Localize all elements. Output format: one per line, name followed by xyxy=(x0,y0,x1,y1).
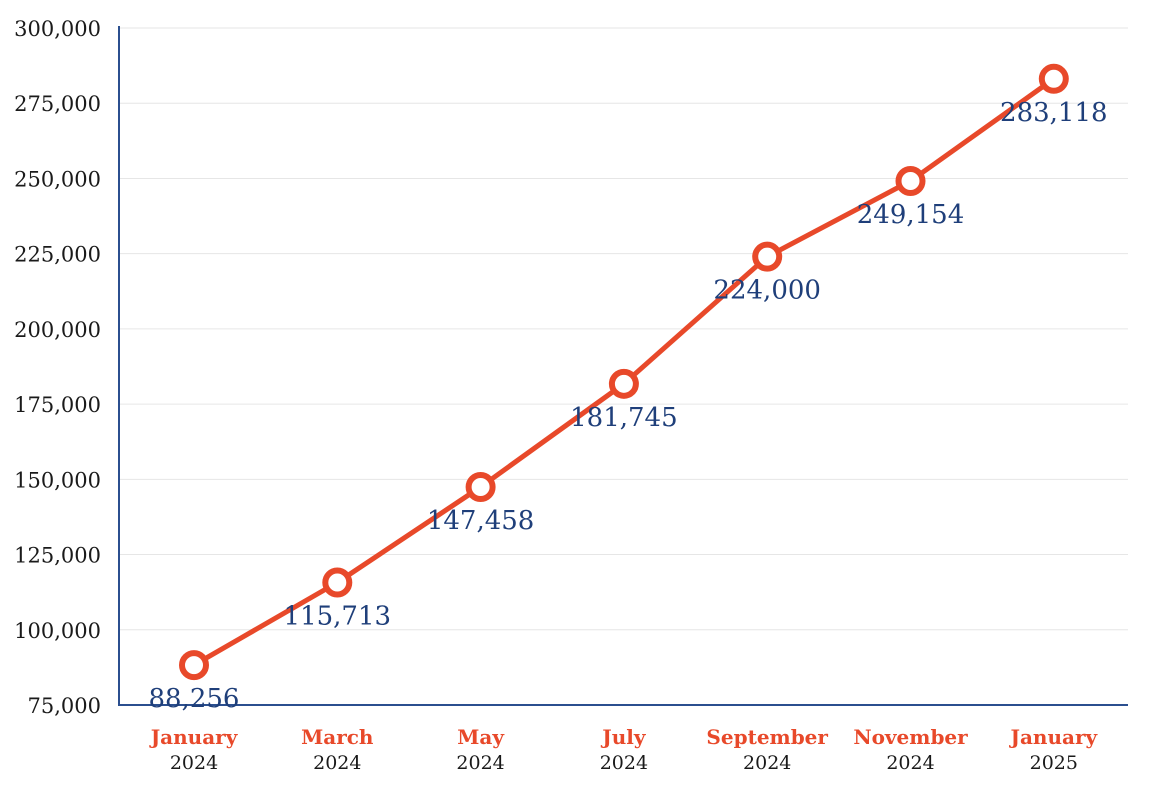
x-tick-year: 2024 xyxy=(170,752,218,774)
data-point xyxy=(752,241,783,272)
x-tick-month: January xyxy=(1008,725,1098,749)
gridlines xyxy=(119,27,1128,631)
x-tick-month: September xyxy=(706,725,828,749)
y-tick-label: 275,000 xyxy=(14,92,101,116)
x-axis-ticks: January 2024 March 2024 May 2024 July 2024 Septe… xyxy=(149,725,1099,774)
data-label: 88,256 xyxy=(149,684,240,714)
data-label: 249,154 xyxy=(857,200,965,230)
x-tick-month: January xyxy=(149,725,239,749)
data-point xyxy=(179,650,209,681)
data-point xyxy=(1038,63,1069,94)
x-tick-year: 2024 xyxy=(600,752,648,774)
data-point xyxy=(465,471,496,502)
y-tick-label: 150,000 xyxy=(14,468,101,492)
data-label: 147,458 xyxy=(427,506,535,536)
data-label: 283,118 xyxy=(1000,98,1108,128)
x-tick-year: 2024 xyxy=(456,752,504,774)
y-tick-label: 175,000 xyxy=(14,393,101,417)
axes xyxy=(118,26,1128,706)
y-tick-label: 200,000 xyxy=(14,318,101,342)
y-tick-label: 75,000 xyxy=(28,694,101,718)
x-tick-year: 2025 xyxy=(1030,752,1078,774)
x-tick-year: 2024 xyxy=(313,752,361,774)
y-tick-label: 100,000 xyxy=(14,619,101,643)
data-label: 181,745 xyxy=(570,403,678,433)
data-labels: 88,256 115,713 147,458 181,745 224,000 249,15… xyxy=(149,98,1108,714)
y-axis-ticks: 75,000 100,000 125,000 150,000 175,000 200,00… xyxy=(14,17,101,718)
x-tick-month: July xyxy=(600,725,647,749)
x-tick-month: March xyxy=(301,725,374,749)
x-tick-month: November xyxy=(853,725,968,749)
data-points xyxy=(179,63,1069,681)
y-tick-label: 225,000 xyxy=(14,243,101,267)
data-point xyxy=(895,165,926,196)
data-point xyxy=(322,567,353,598)
data-label: 224,000 xyxy=(713,276,821,306)
y-tick-label: 125,000 xyxy=(14,544,101,568)
y-tick-label: 250,000 xyxy=(14,167,101,191)
x-tick-year: 2024 xyxy=(886,752,934,774)
data-label: 115,713 xyxy=(284,601,392,631)
y-tick-label: 300,000 xyxy=(14,17,101,41)
x-tick-year: 2024 xyxy=(743,752,791,774)
data-point xyxy=(608,368,639,399)
x-tick-month: May xyxy=(457,725,505,749)
